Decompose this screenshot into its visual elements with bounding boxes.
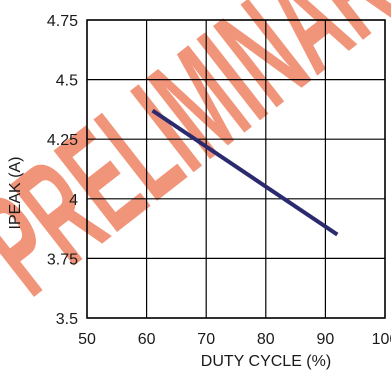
x-tick-label: 70 <box>197 331 215 348</box>
y-tick-label: 3.75 <box>47 251 78 268</box>
y-tick-label: 4.75 <box>47 13 78 30</box>
y-tick-label: 4.25 <box>47 132 78 149</box>
series-line <box>151 108 339 237</box>
x-axis-title: DUTY CYCLE (%) <box>201 353 331 370</box>
plot-border <box>86 19 386 319</box>
watermark: PRELIMINARY <box>0 0 391 325</box>
plot-area <box>151 108 339 237</box>
x-tick-label: 100 <box>372 331 391 348</box>
x-tick-label: 50 <box>78 331 96 348</box>
tick-labels: 50 60 70 80 90 100 3.5 3.75 4 4.25 4.5 4.75 <box>47 13 391 348</box>
y-tick-label: 3.5 <box>56 311 78 328</box>
x-tick-label: 80 <box>257 331 275 348</box>
x-tick-label: 60 <box>138 331 156 348</box>
y-tick-label: 4 <box>69 192 78 209</box>
x-tick-label: 90 <box>317 331 335 348</box>
grid <box>86 19 386 319</box>
watermark-text: PRELIMINARY <box>0 0 391 325</box>
y-tick-label: 4.5 <box>56 73 78 90</box>
y-axis-title: IPEAK (A) <box>7 157 24 230</box>
